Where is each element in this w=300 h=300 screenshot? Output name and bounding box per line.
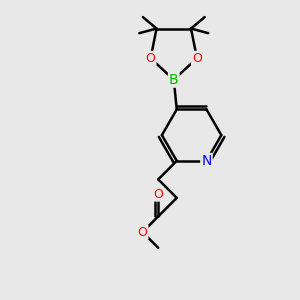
Text: O: O bbox=[153, 188, 163, 201]
Text: N: N bbox=[201, 154, 212, 168]
Text: O: O bbox=[192, 52, 202, 65]
Text: B: B bbox=[169, 73, 178, 87]
Text: O: O bbox=[138, 226, 148, 238]
Text: O: O bbox=[146, 52, 155, 65]
